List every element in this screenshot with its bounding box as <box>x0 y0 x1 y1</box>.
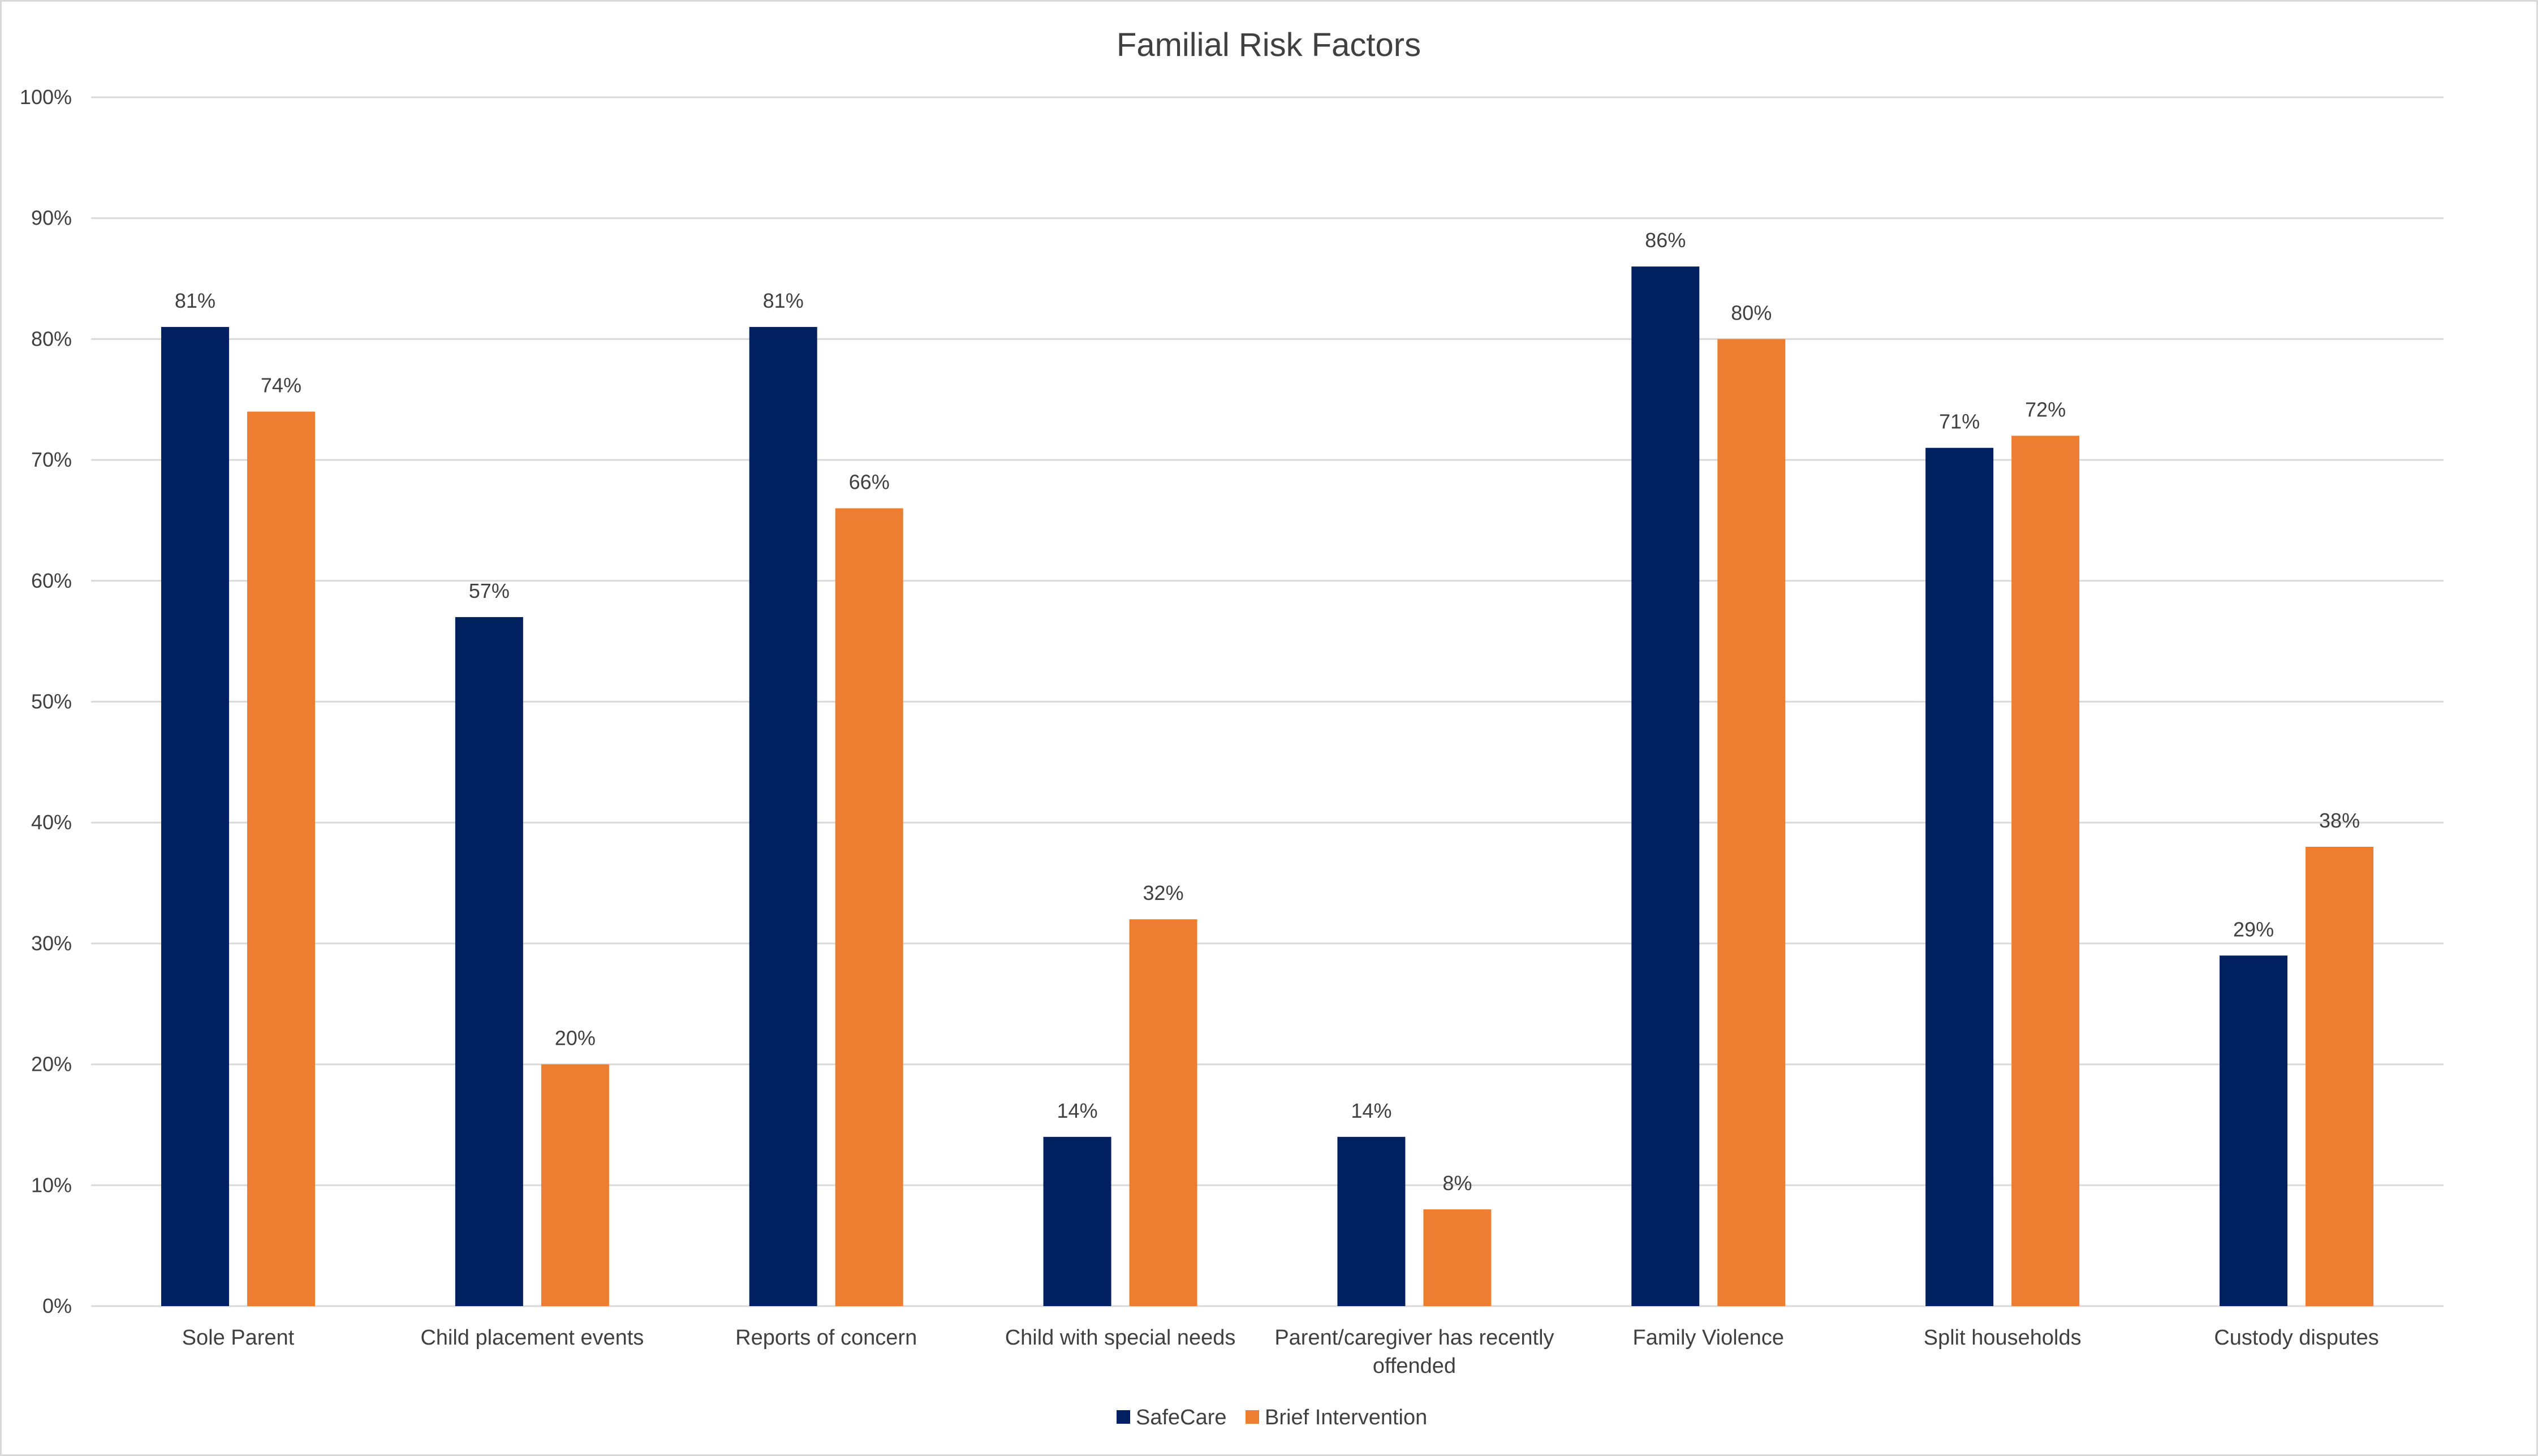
data-label: 14% <box>1351 1099 1391 1122</box>
data-label: 74% <box>261 374 301 397</box>
legend-item-safecare: SafeCare <box>1117 1406 1227 1429</box>
legend-swatch <box>1246 1410 1259 1424</box>
bar-brief-intervention <box>1717 339 1786 1306</box>
y-tick-label: 30% <box>31 932 72 955</box>
bar-safecare <box>749 327 817 1306</box>
data-label: 57% <box>469 579 510 602</box>
x-axis-categories: Sole Parent Child placement events Reports… <box>182 1326 2379 1378</box>
gridlines <box>91 96 2444 1307</box>
bar-safecare <box>1925 447 1994 1306</box>
data-label: 86% <box>1645 229 1686 252</box>
bar-brief-intervention <box>1423 1209 1492 1306</box>
legend-label: Brief Intervention <box>1265 1406 1427 1429</box>
legend-item-brief-intervention: Brief Intervention <box>1246 1406 1427 1429</box>
data-label: 38% <box>2319 809 2360 832</box>
y-tick-label: 80% <box>31 327 72 350</box>
bar-brief-intervention <box>1129 919 1197 1306</box>
data-label: 20% <box>555 1027 596 1050</box>
bars <box>161 266 2374 1307</box>
data-label: 80% <box>1731 301 1772 324</box>
legend: SafeCare Brief Intervention <box>1117 1406 1427 1429</box>
y-tick-label: 0% <box>42 1294 72 1317</box>
data-label: 81% <box>763 289 804 312</box>
y-tick-label: 100% <box>20 85 72 109</box>
data-label: 32% <box>1143 881 1184 904</box>
y-tick-label: 70% <box>31 448 72 471</box>
x-category-label: Family Violence <box>1633 1326 1785 1350</box>
y-tick-label: 20% <box>31 1053 72 1076</box>
x-category-label: Reports of concern <box>735 1326 917 1350</box>
bar-brief-intervention <box>835 508 903 1306</box>
data-label: 14% <box>1057 1099 1098 1122</box>
bar-safecare <box>1631 266 1700 1307</box>
y-tick-label: 40% <box>31 811 72 834</box>
data-label: 29% <box>2233 917 2274 941</box>
y-tick-label: 60% <box>31 569 72 592</box>
data-labels: 81% 74% 57% 20% 81% 66% 14% 32% 14% 8% 86% 80% 71% 72… <box>175 229 2360 1195</box>
x-category-label: Custody disputes <box>2214 1326 2379 1350</box>
bar-safecare <box>1043 1136 1111 1306</box>
x-category-label: Split households <box>1924 1326 2082 1350</box>
data-label: 81% <box>175 289 216 312</box>
bar-brief-intervention <box>247 411 315 1306</box>
y-tick-label: 10% <box>31 1173 72 1196</box>
data-label: 8% <box>1442 1171 1472 1195</box>
bar-brief-intervention <box>541 1064 609 1306</box>
bar-safecare <box>2220 955 2288 1306</box>
data-label: 71% <box>1939 410 1980 433</box>
legend-label: SafeCare <box>1136 1406 1227 1429</box>
x-category-label: Child with special needs <box>1005 1326 1236 1350</box>
chart-title: Familial Risk Factors <box>1117 27 1421 63</box>
y-axis-ticks: 0% 10% 20% 30% 40% 50% 60% 70% 80% 90% 100% <box>20 85 72 1317</box>
bar-safecare <box>1337 1136 1406 1306</box>
y-tick-label: 50% <box>31 690 72 713</box>
data-label: 72% <box>2025 398 2066 421</box>
legend-swatch <box>1117 1410 1130 1424</box>
x-category-label: Sole Parent <box>182 1326 295 1350</box>
x-category-label: Child placement events <box>420 1326 644 1350</box>
bar-safecare <box>455 617 523 1306</box>
y-tick-label: 90% <box>31 206 72 230</box>
bar-brief-intervention <box>2011 436 2080 1306</box>
bar-safecare <box>161 327 229 1306</box>
x-category-label: Parent/caregiver has recently offended <box>1274 1326 1554 1378</box>
data-label: 66% <box>849 471 890 494</box>
bar-brief-intervention <box>2306 846 2374 1306</box>
